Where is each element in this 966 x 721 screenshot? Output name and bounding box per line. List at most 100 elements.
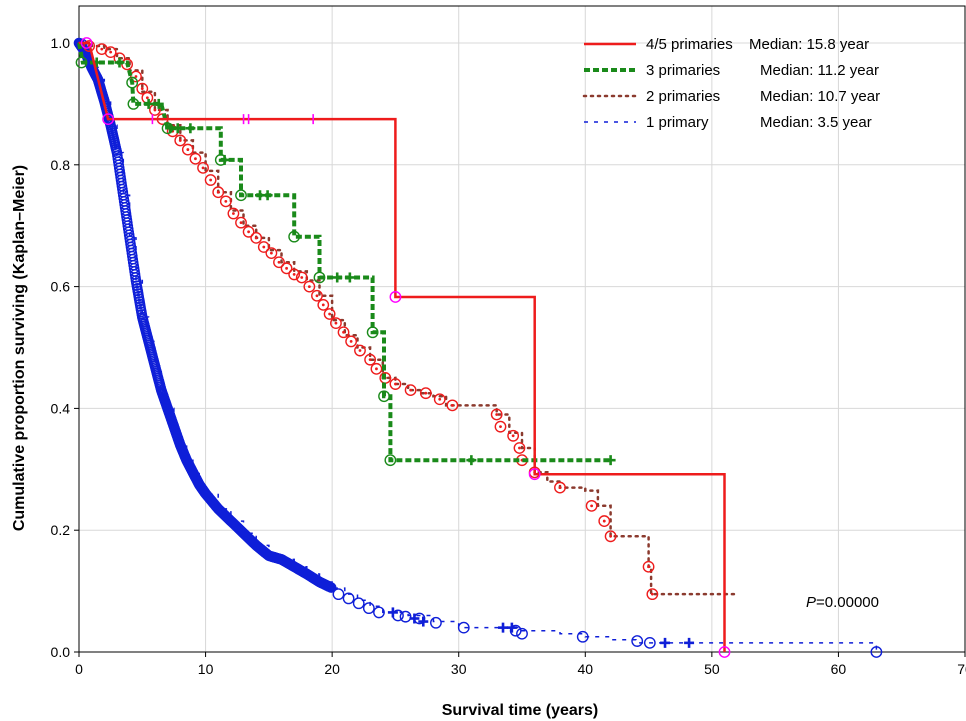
km-event-marker <box>430 616 442 629</box>
km-event-marker <box>197 161 209 174</box>
km-event-marker <box>181 143 194 156</box>
km-event-marker <box>404 384 417 397</box>
y-tick-label: 0.4 <box>51 400 71 416</box>
km-event-marker <box>870 646 883 658</box>
km-event-marker <box>389 291 402 303</box>
km-event-dot <box>375 367 378 371</box>
km-event-marker <box>227 207 240 220</box>
km-event-dot <box>590 504 594 508</box>
km-event-dot <box>277 260 281 264</box>
km-event-marker <box>399 610 412 623</box>
km-event-marker <box>189 152 202 165</box>
km-event-marker <box>604 530 617 543</box>
km-event-dot <box>394 382 397 386</box>
series-4-5-primaries <box>79 37 731 658</box>
km-event-marker <box>457 621 470 634</box>
km-event-marker <box>330 317 342 330</box>
km-event-dot <box>153 108 157 112</box>
series-layer <box>73 37 883 658</box>
km-event-marker <box>554 481 566 494</box>
km-event-marker <box>337 326 350 339</box>
y-tick-label: 0.0 <box>51 644 71 660</box>
legend-median-1-primary: Median: 3.5 year <box>760 114 872 131</box>
km-event-marker <box>257 241 270 253</box>
km-event-dot <box>328 312 332 316</box>
km-event-dot <box>285 266 288 270</box>
km-event-marker <box>317 298 330 311</box>
km-event-dot <box>358 349 362 352</box>
km-event-dot <box>140 87 144 91</box>
y-axis-label: Cumulative proportion surviving (Kaplan–… <box>11 165 28 531</box>
km-event-dot <box>647 565 650 569</box>
km-event-marker <box>295 271 308 284</box>
km-event-dot <box>145 96 149 100</box>
y-axis-ticks: 0.0 0.2 0.4 0.6 0.8 1.0 <box>51 35 79 660</box>
km-event-dot <box>558 486 562 489</box>
km-event-dot <box>194 157 197 161</box>
km-event-marker <box>370 362 383 375</box>
km-event-marker <box>419 387 432 400</box>
km-event-marker <box>219 195 232 208</box>
km-curve <box>79 42 878 652</box>
km-event-marker <box>127 98 140 110</box>
km-event-dot <box>409 388 413 392</box>
km-event-marker <box>280 262 293 275</box>
legend-label-2-primaries: 2 primaries <box>646 88 720 105</box>
km-curve <box>77 42 611 463</box>
km-event-marker <box>598 515 611 527</box>
km-event-marker <box>507 429 520 442</box>
km-event-marker <box>126 76 139 89</box>
km-event-dot <box>349 340 353 343</box>
km-event-dot <box>602 519 606 523</box>
km-event-dot <box>424 391 428 395</box>
legend-median-4-5-primaries: Median: 15.8 year <box>749 36 869 53</box>
km-event-marker <box>585 499 598 512</box>
km-curve <box>79 41 726 652</box>
km-event-dot <box>315 294 319 298</box>
km-event-marker <box>212 186 225 199</box>
km-event-marker <box>242 225 255 238</box>
km-event-marker <box>311 289 323 302</box>
x-tick-label: 50 <box>704 661 720 677</box>
km-event-marker <box>446 399 459 412</box>
legend-label-3-primaries: 3 primaries <box>646 62 720 79</box>
km-event-marker <box>513 442 526 454</box>
km-event-marker <box>364 353 377 366</box>
series-3-primaries <box>75 42 616 467</box>
y-tick-label: 0.6 <box>51 279 71 295</box>
km-event-marker <box>174 134 187 147</box>
km-event-marker <box>83 40 96 52</box>
km-event-dot <box>511 434 515 438</box>
km-event-marker <box>235 216 247 229</box>
km-event-marker <box>288 230 301 243</box>
legend-label-1-primary: 1 primary <box>646 114 709 131</box>
km-event-marker <box>313 271 326 284</box>
km-event-dot <box>216 190 220 194</box>
km-event-marker <box>509 624 522 637</box>
km-event-marker <box>373 606 385 619</box>
km-event-marker <box>354 344 366 357</box>
km-event-marker <box>378 390 390 403</box>
km-event-dot <box>342 330 345 334</box>
x-tick-label: 60 <box>831 661 847 677</box>
km-event-dot <box>300 276 304 279</box>
km-event-dot <box>186 148 190 151</box>
km-event-marker <box>576 630 589 643</box>
km-event-dot <box>209 178 213 182</box>
series-1-primary <box>73 37 883 658</box>
km-event-marker <box>642 560 655 573</box>
km-event-dot <box>518 446 521 450</box>
p-value-prefix: P <box>806 594 816 611</box>
km-event-dot <box>307 285 311 288</box>
km-event-marker <box>718 646 731 658</box>
y-tick-label: 0.2 <box>51 522 71 538</box>
km-event-marker <box>516 627 528 640</box>
x-tick-label: 70 <box>957 661 966 677</box>
km-event-dot <box>201 166 205 170</box>
km-event-dot <box>262 245 266 249</box>
km-event-dot <box>438 397 442 401</box>
p-value-text: =0.00000 <box>816 594 879 611</box>
legend: 4/5 primaries Median: 15.8 year 3 primarie… <box>582 36 880 131</box>
km-event-dot <box>334 321 338 325</box>
km-event-dot <box>178 139 182 142</box>
